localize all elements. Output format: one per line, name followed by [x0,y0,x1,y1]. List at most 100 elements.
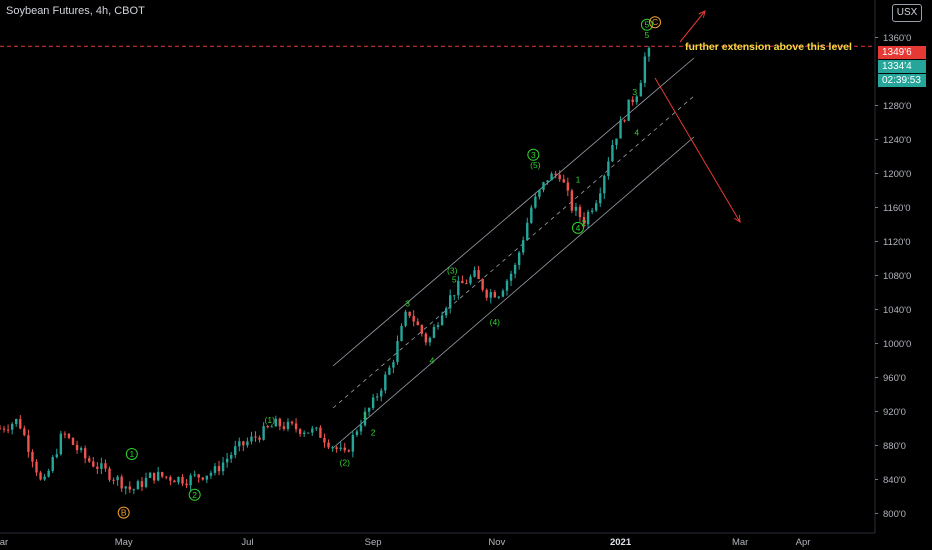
candle [538,189,541,200]
candle [530,205,533,225]
candle-body [15,419,18,424]
wave-label: (1) [265,415,276,425]
candle [404,309,407,328]
candle [367,407,371,416]
candle [542,181,545,193]
candle [254,431,257,442]
wave-label-text: 2 [582,218,587,228]
candle-body [599,193,602,204]
wave-label-circle [125,447,138,460]
candle [461,275,464,284]
candle-body [384,374,387,391]
candle [67,432,71,440]
candle [489,288,492,304]
candle-body [242,441,245,446]
candle-body [100,463,103,469]
candle [578,204,582,222]
candle-body [538,189,541,197]
wave-label: 2 [188,488,201,501]
candle [59,430,63,456]
candle [420,324,424,337]
candle-body [416,321,419,326]
candle [27,429,30,458]
y-tick-label: 960'0 [883,373,906,384]
wave-label-text: 4 [576,223,581,233]
candle [302,430,306,437]
candle [327,439,330,450]
candle-body [497,296,501,298]
candle [132,488,136,495]
candle-body [92,461,95,467]
candle [440,311,444,326]
wave-label-circle [188,488,201,501]
candle-body [161,472,164,477]
candle [262,422,265,441]
candle-body [477,270,480,279]
candle-body [0,428,2,430]
wave-label-text: 5 [452,275,457,285]
candle-body [120,476,123,489]
candle-body [590,210,594,212]
candle [71,437,75,446]
wave-label: C [649,16,662,29]
y-tick-label: 920'0 [883,407,906,418]
last-price-badge: 1334'4 [878,60,926,73]
candle [92,457,95,468]
candle-body [278,418,282,427]
candle [582,212,586,228]
candle [432,324,436,339]
wave-label-text: C [652,17,658,27]
candle-body [19,419,22,429]
candle-body [262,426,265,440]
channel-lower-line [332,136,695,449]
candle [396,335,399,365]
x-axis[interactable]: Mar May Jul Sep Nov 2021 Mar Apr [0,532,875,548]
candle [88,455,91,464]
candle-body [225,458,229,463]
wave-label: (3) [447,265,458,275]
wave-label-text: 2 [192,490,197,500]
candle-body [603,175,606,194]
wave-label: 4 [430,355,435,365]
annotation-text: further extension above this level [685,41,852,53]
candle-body [307,432,310,434]
candle-body [635,96,638,102]
candle [286,418,290,432]
candle-body [453,295,456,297]
candle [505,278,509,296]
candle-body [343,447,346,451]
candle [221,457,225,476]
up-arrow [679,10,706,43]
candle [554,171,557,179]
candle-body [619,120,622,139]
candle-body [169,477,172,481]
candle [197,473,200,483]
candle [311,425,314,436]
candle [96,462,99,475]
arrow-shaft [654,77,741,223]
currency-button[interactable]: USX [892,4,922,22]
candle-body [148,472,152,478]
wave-label: 1 [576,174,581,184]
candle [465,279,468,285]
candle [574,202,578,216]
candle [246,437,249,448]
candle-body [96,466,99,469]
candle [47,468,50,478]
candle [217,460,221,476]
candle-body [294,423,298,430]
candle [104,459,107,472]
candle-body [392,362,395,368]
candle [2,425,6,433]
candle-body [550,173,553,181]
y-axis[interactable]: 800'0 840'0 880'0 920'0 960'0 1000'0 1040'0 108… [874,0,911,533]
candle-body [412,315,415,322]
candle [189,473,192,491]
candle [55,448,58,459]
candle [347,449,350,453]
x-tick-label: May [115,537,133,548]
y-tick-label: 800'0 [883,509,906,520]
candle-body [67,433,71,438]
candle-body [51,457,54,471]
